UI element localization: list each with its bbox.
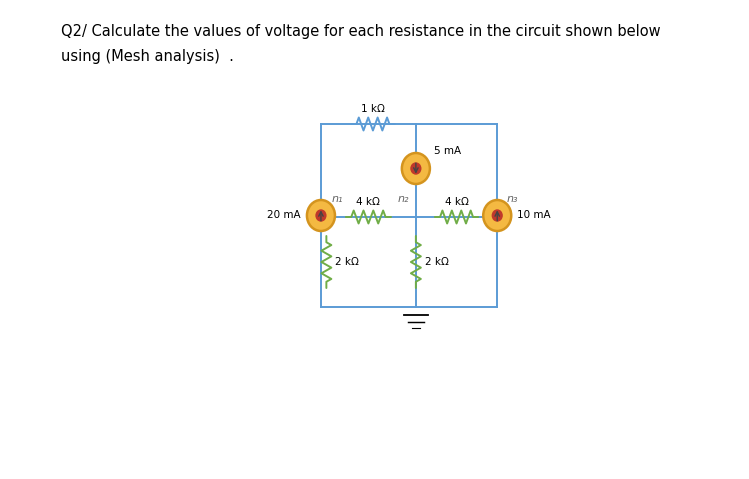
Text: 1 kΩ: 1 kΩ xyxy=(361,104,385,114)
Text: 4 kΩ: 4 kΩ xyxy=(357,197,380,207)
Circle shape xyxy=(315,209,327,222)
Text: 2 kΩ: 2 kΩ xyxy=(336,257,360,267)
Text: 4 kΩ: 4 kΩ xyxy=(445,197,468,207)
Text: 5 mA: 5 mA xyxy=(434,146,461,156)
Circle shape xyxy=(491,209,503,222)
Text: using (Mesh analysis)  .: using (Mesh analysis) . xyxy=(61,49,234,64)
Circle shape xyxy=(483,200,512,231)
Text: 2 kΩ: 2 kΩ xyxy=(425,257,449,267)
Text: 10 mA: 10 mA xyxy=(517,210,551,220)
Circle shape xyxy=(307,200,335,231)
Text: n₂: n₂ xyxy=(398,194,409,204)
Text: Q2/ Calculate the values of voltage for each resistance in the circuit shown bel: Q2/ Calculate the values of voltage for … xyxy=(61,24,661,39)
Text: n₁: n₁ xyxy=(332,194,343,204)
Circle shape xyxy=(410,162,422,175)
Text: 20 mA: 20 mA xyxy=(267,210,301,220)
Text: n₃: n₃ xyxy=(506,194,518,204)
Circle shape xyxy=(402,153,430,184)
